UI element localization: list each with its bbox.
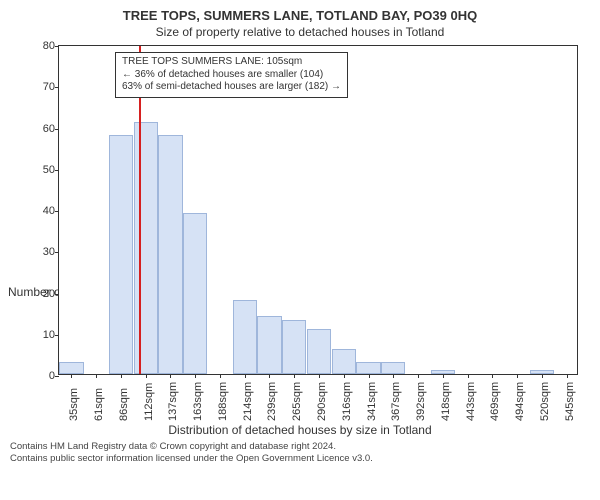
y-tick-mark — [55, 211, 59, 212]
annotation-line: 63% of semi-detached houses are larger (… — [122, 81, 341, 94]
annotation-box: TREE TOPS SUMMERS LANE: 105sqm← 36% of d… — [115, 52, 348, 98]
x-tick-label: 35sqm — [68, 388, 80, 421]
y-tick-mark — [55, 294, 59, 295]
chart-container: TREE TOPS, SUMMERS LANE, TOTLAND BAY, PO… — [0, 0, 600, 500]
histogram-bar — [134, 122, 158, 374]
x-tick-label: 188sqm — [217, 382, 229, 421]
y-tick-label: 50 — [43, 164, 55, 176]
y-tick-mark — [55, 46, 59, 47]
y-tick-label: 40 — [43, 205, 55, 217]
y-tick-label: 30 — [43, 246, 55, 258]
y-tick-mark — [55, 129, 59, 130]
histogram-bar — [381, 362, 405, 374]
x-tick-label: 137sqm — [167, 382, 179, 421]
chart-subtitle: Size of property relative to detached ho… — [10, 25, 590, 39]
x-tick-row: 35sqm 61sqm 86sqm 112sqm 137sqm 163sqm 188sqm 2… — [58, 375, 580, 421]
x-tick-label: 265sqm — [291, 382, 303, 421]
histogram-bar — [282, 320, 306, 374]
annotation-line: ← 36% of detached houses are smaller (10… — [122, 69, 341, 82]
x-tick-label: 494sqm — [514, 382, 526, 421]
x-tick-label: 469sqm — [489, 382, 501, 421]
y-tick-label: 70 — [43, 81, 55, 93]
y-tick-label: 10 — [43, 329, 55, 341]
x-tick-label: 367sqm — [390, 382, 402, 421]
attribution-line-1: Contains HM Land Registry data © Crown c… — [10, 441, 590, 453]
chart-title: TREE TOPS, SUMMERS LANE, TOTLAND BAY, PO… — [10, 8, 590, 23]
x-tick-label: 290sqm — [316, 382, 328, 421]
histogram-bar — [257, 316, 281, 374]
histogram-bar — [183, 213, 207, 374]
annotation-line: TREE TOPS SUMMERS LANE: 105sqm — [122, 56, 341, 69]
y-tick-mark — [55, 252, 59, 253]
x-tick-label: 520sqm — [539, 382, 551, 421]
x-tick-label: 443sqm — [465, 382, 477, 421]
x-tick-label: 545sqm — [564, 382, 576, 421]
y-tick-mark — [55, 335, 59, 336]
x-tick-label: 214sqm — [242, 382, 254, 421]
y-axis-label-container: Number of detached properties — [8, 285, 20, 299]
x-tick-label: 86sqm — [118, 388, 130, 421]
plot-area: TREE TOPS SUMMERS LANE: 105sqm← 36% of d… — [58, 45, 578, 375]
y-tick-label: 80 — [43, 40, 55, 52]
x-tick-label: 163sqm — [192, 382, 204, 421]
histogram-bar — [356, 362, 380, 374]
histogram-bar — [59, 362, 83, 374]
attribution: Contains HM Land Registry data © Crown c… — [10, 441, 590, 465]
histogram-bar — [158, 135, 182, 374]
x-tick-label: 316sqm — [341, 382, 353, 421]
x-tick-label: 341sqm — [366, 382, 378, 421]
x-tick-label: 239sqm — [266, 382, 278, 421]
histogram-bar — [233, 300, 257, 374]
histogram-bar — [307, 329, 331, 374]
x-tick-label: 418sqm — [440, 382, 452, 421]
x-tick-label: 112sqm — [143, 383, 155, 421]
x-tick-label: 392sqm — [415, 382, 427, 421]
y-tick-mark — [55, 170, 59, 171]
y-tick-label: 20 — [43, 288, 55, 300]
y-tick-label: 60 — [43, 123, 55, 135]
x-axis-label: Distribution of detached houses by size … — [10, 423, 590, 437]
x-tick-label: 61sqm — [93, 388, 105, 421]
attribution-line-2: Contains public sector information licen… — [10, 453, 590, 465]
y-tick-mark — [55, 87, 59, 88]
histogram-bar — [332, 349, 356, 374]
histogram-bar — [109, 135, 133, 374]
